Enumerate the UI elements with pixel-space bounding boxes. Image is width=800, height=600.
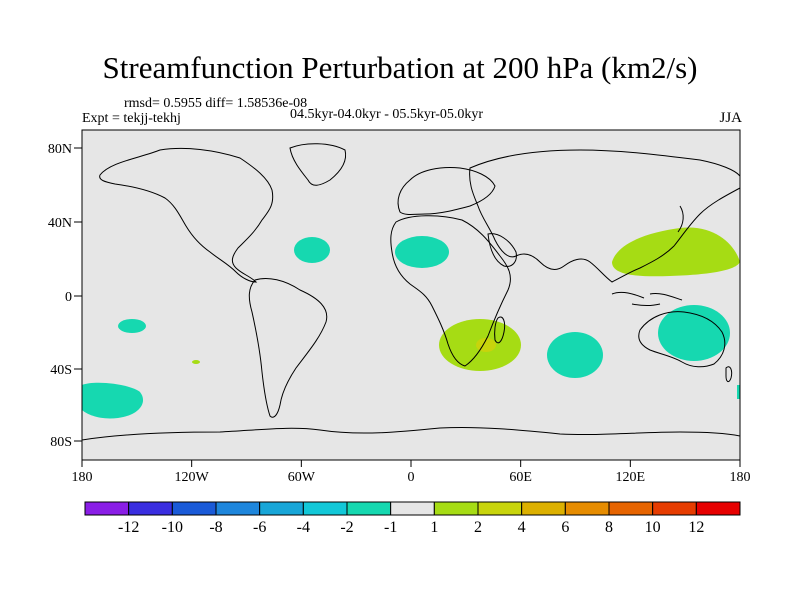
colorbar-label: 1 xyxy=(430,519,438,536)
colorbar-swatch xyxy=(84,501,130,516)
pos-anomaly-west-pacific xyxy=(612,227,740,277)
coastlines xyxy=(82,143,740,441)
lon-tick-label: 120E xyxy=(616,470,646,485)
contour-fills xyxy=(82,227,740,419)
lon-tick-label: 180 xyxy=(730,470,751,485)
colorbar-label: 2 xyxy=(474,519,482,536)
colorbar-swatch xyxy=(608,501,654,516)
neg-anomaly-south-pacific xyxy=(118,319,146,333)
colorbar-label: -12 xyxy=(118,519,139,536)
lat-tick-label: 80N xyxy=(48,142,72,157)
pos-anomaly-spot xyxy=(192,360,200,364)
neg-anomaly-atlantic xyxy=(294,237,330,263)
coast-africa xyxy=(390,215,511,367)
coast-antarctica xyxy=(82,426,740,441)
coast-japan xyxy=(677,205,684,233)
coast-new-zealand xyxy=(725,366,733,383)
colorbar-swatch xyxy=(433,501,479,516)
colorbar-swatch xyxy=(652,501,697,516)
coast-arabia xyxy=(487,233,517,267)
lat-tick-label: 40S xyxy=(50,363,72,378)
colorbar-swatch xyxy=(564,501,610,516)
colorbar-label: -4 xyxy=(297,519,310,536)
lon-tick-label: 60E xyxy=(509,470,532,485)
colorbar-swatch xyxy=(128,501,173,516)
lon-tick-label: 60W xyxy=(288,470,316,485)
colorbar-swatch xyxy=(302,501,348,516)
lon-tick-label: 120W xyxy=(175,470,210,485)
colorbar-label: -10 xyxy=(162,519,183,536)
latitude-axis: 80N 40N 0 40S 80S xyxy=(48,142,82,450)
neg-anomaly-south-pacific-west xyxy=(82,382,144,419)
colorbar-label: 12 xyxy=(688,519,704,536)
lat-tick-label: 0 xyxy=(65,290,72,305)
colorbar-swatch xyxy=(171,501,217,516)
period-text: 04.5kyr-04.0kyr - 05.5kyr-05.0kyr xyxy=(290,107,484,122)
coast-madagascar xyxy=(494,316,506,344)
colorbar-label: 8 xyxy=(605,519,613,536)
coast-greenland xyxy=(289,143,347,186)
coast-north-america xyxy=(99,147,274,283)
lat-tick-label: 40N xyxy=(48,216,72,231)
lon-tick-label: 0 xyxy=(408,470,415,485)
map-background xyxy=(82,130,740,460)
expt-text: Expt = tekjj-tekhj xyxy=(82,111,181,126)
colorbar-label: -6 xyxy=(253,519,266,536)
neg-anomaly-north-africa xyxy=(395,236,449,268)
colorbar-swatch xyxy=(521,501,566,516)
neg-anomaly-australia xyxy=(658,305,730,361)
lat-tick-label: 80S xyxy=(50,435,72,450)
coast-europe xyxy=(397,167,496,215)
colorbar-label: 6 xyxy=(561,519,569,536)
colorbar-label: -2 xyxy=(340,519,353,536)
colorbar-swatch xyxy=(215,501,261,516)
neg-anomaly-east-edge xyxy=(737,385,740,399)
longitude-axis: 180 120W 60W 0 60E 120E 180 xyxy=(72,460,751,485)
coast-asia xyxy=(469,149,740,283)
colorbar-label: -8 xyxy=(209,519,222,536)
rmsd-text: rmsd= 0.5955 diff= 1.58536e-08 xyxy=(124,96,308,111)
coast-indonesia xyxy=(611,291,683,306)
colorbar-label: 10 xyxy=(645,519,661,536)
neg-anomaly-indian-ocean xyxy=(547,332,603,378)
coast-south-america xyxy=(248,277,328,418)
colorbar-swatch xyxy=(390,501,435,516)
colorbar-swatch xyxy=(695,501,741,516)
colorbar: -12 -10 -8 -6 -4 -2 -1 1 2 4 6 8 10 12 xyxy=(84,501,741,536)
coast-australia xyxy=(638,311,726,368)
colorbar-swatch xyxy=(477,501,523,516)
colorbar-swatch xyxy=(259,501,304,516)
colorbar-label: -1 xyxy=(384,519,397,536)
colorbar-label: 4 xyxy=(518,519,526,536)
map-title: Streamfunction Perturbation at 200 hPa (… xyxy=(102,50,698,85)
season-label: JJA xyxy=(719,110,742,126)
colorbar-swatch xyxy=(346,501,392,516)
lon-tick-label: 180 xyxy=(72,470,93,485)
